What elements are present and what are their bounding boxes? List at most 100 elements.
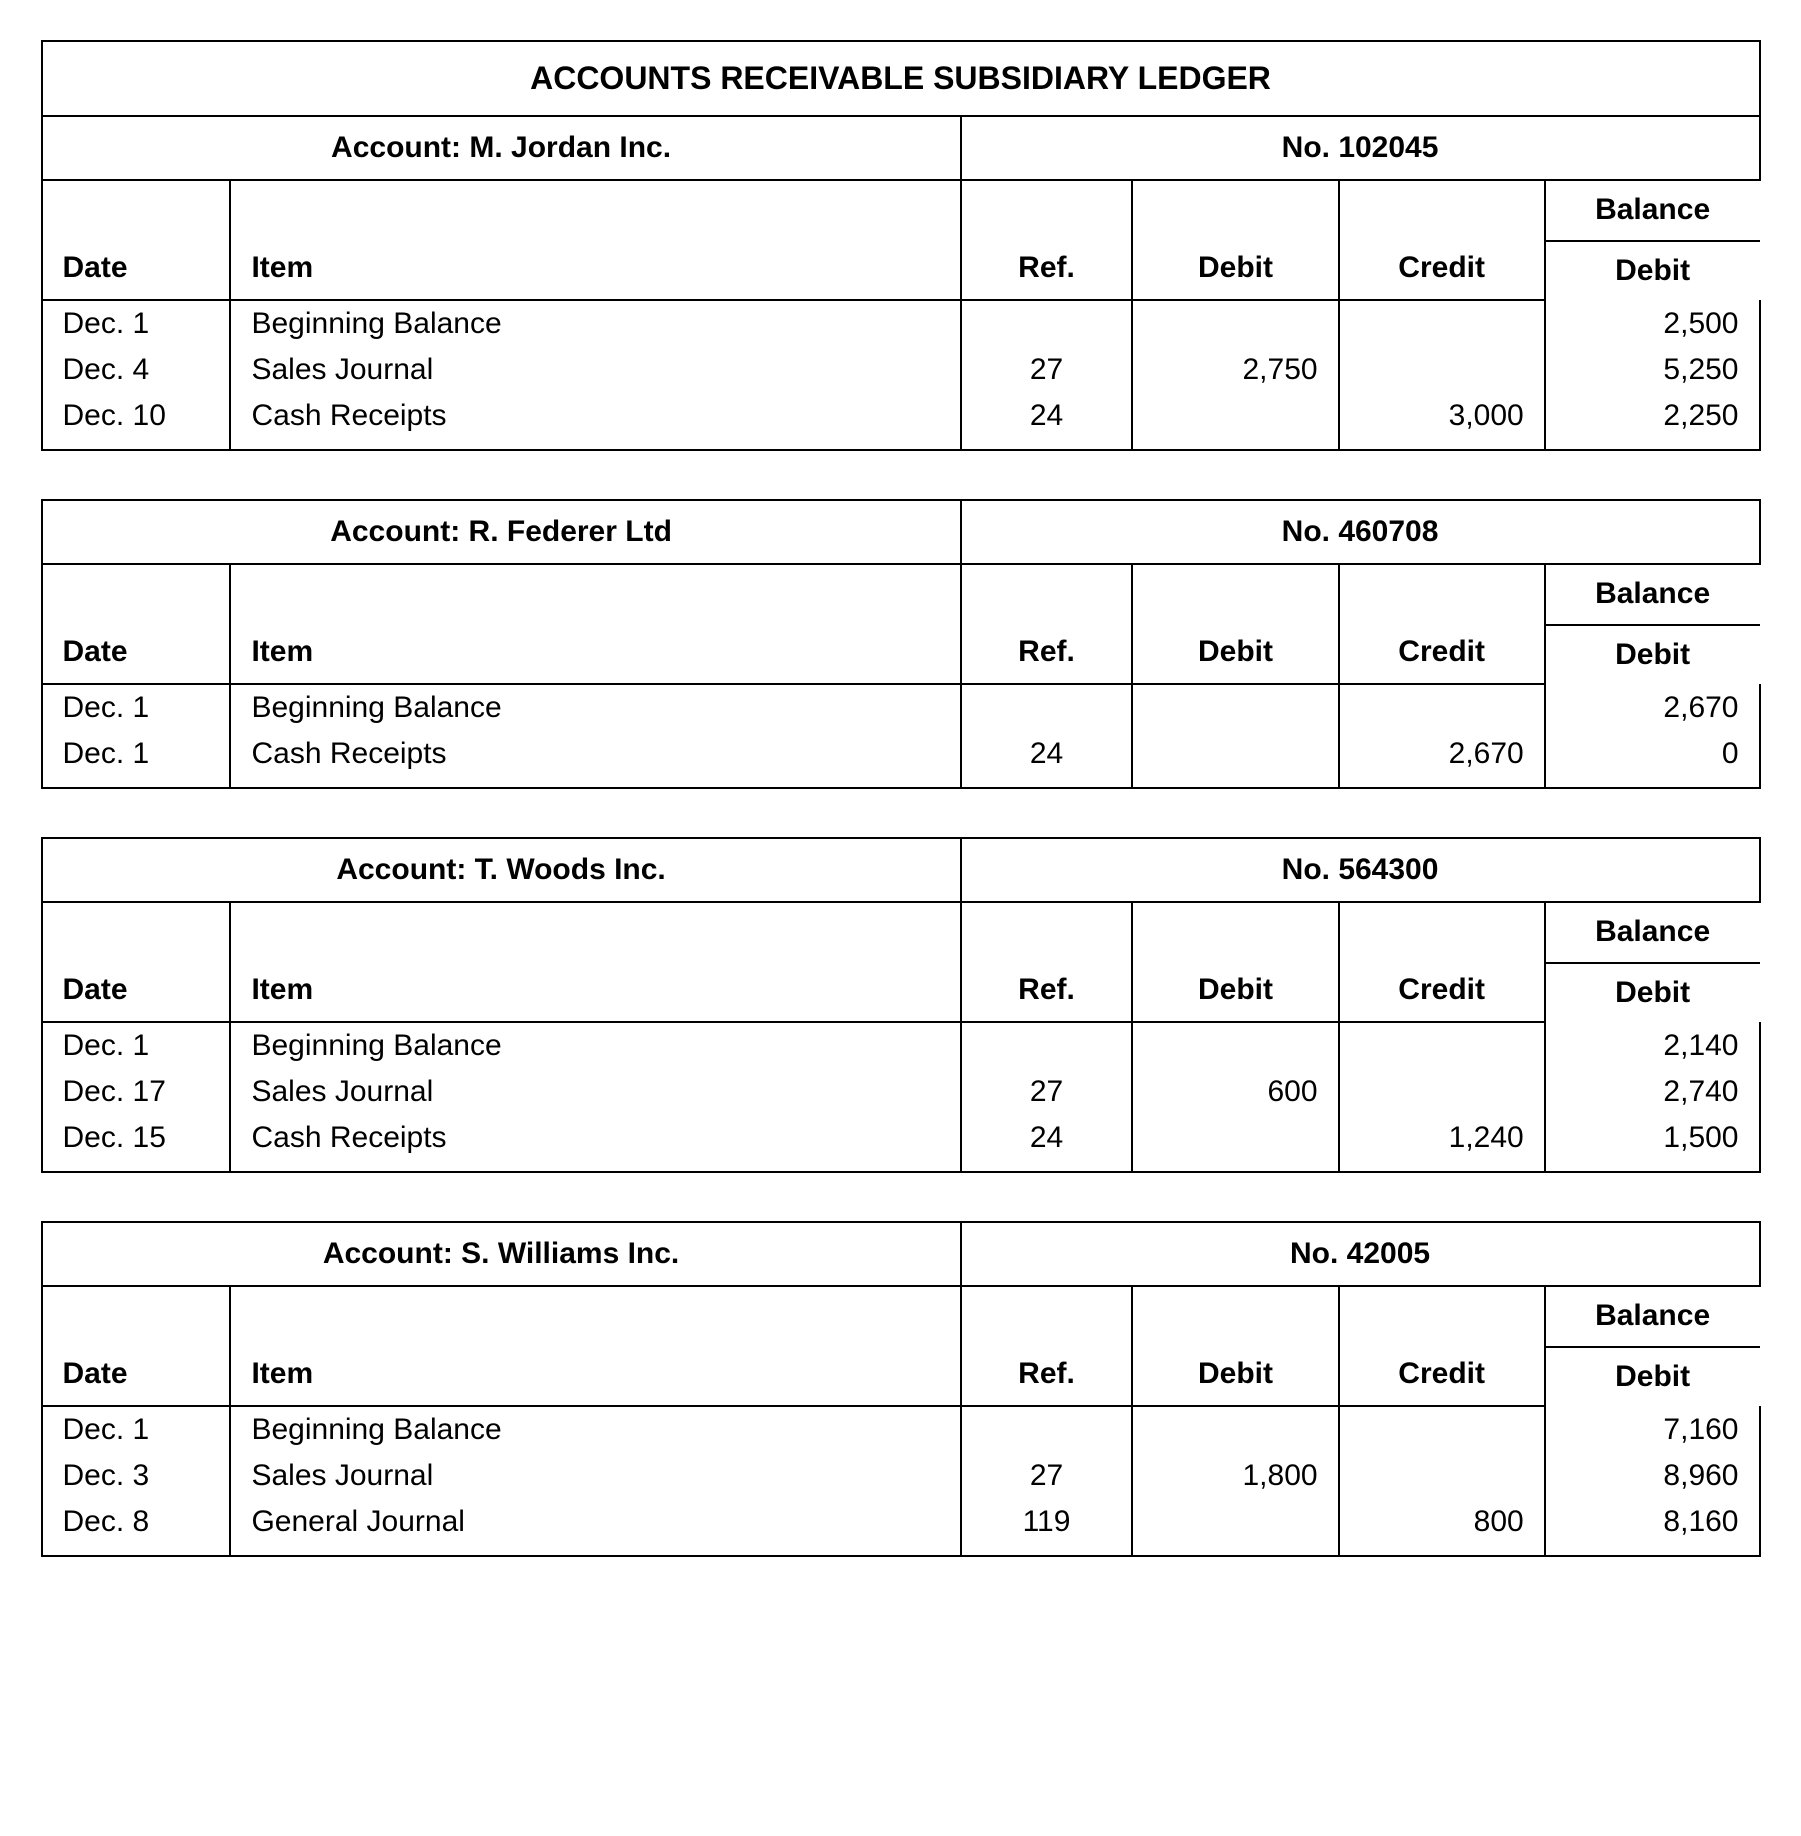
cell-debit (1132, 731, 1338, 788)
cell-balance: 8,160 (1545, 1499, 1760, 1556)
cell-item: Cash Receipts (230, 1115, 960, 1172)
cell-date: Dec. 4 (42, 347, 231, 393)
cell-date: Dec. 1 (42, 1022, 231, 1069)
col-header-balance-bottom: Debit (1546, 1348, 1760, 1407)
table-row: Dec. 1Beginning Balance7,160 (42, 1406, 1760, 1453)
table-row: Dec. 17Sales Journal276002,740 (42, 1069, 1760, 1115)
table-row: Dec. 3Sales Journal271,800 8,960 (42, 1453, 1760, 1499)
cell-date: Dec. 15 (42, 1115, 231, 1172)
cell-debit: 1,800 (1132, 1453, 1338, 1499)
cell-ref: 24 (961, 1115, 1133, 1172)
cell-credit: 1,240 (1339, 1115, 1545, 1172)
table-row: Dec. 4Sales Journal272,750 5,250 (42, 347, 1760, 393)
account-block: Account: R. Federer LtdNo. 460708 DateIte… (41, 499, 1761, 789)
col-header-debit: Debit (1132, 1286, 1338, 1406)
ledger-container: ACCOUNTS RECEIVABLE SUBSIDIARY LEDGER Ac… (41, 40, 1761, 1557)
cell-credit (1339, 1406, 1545, 1453)
account-name: Account: T. Woods Inc. (42, 838, 961, 902)
cell-credit (1339, 1069, 1545, 1115)
col-header-credit: Credit (1339, 564, 1545, 684)
cell-date: Dec. 1 (42, 1406, 231, 1453)
cell-ref (961, 1406, 1133, 1453)
col-header-balance-top: Balance (1546, 1287, 1760, 1348)
cell-credit: 800 (1339, 1499, 1545, 1556)
col-header-balance-top: Balance (1546, 903, 1760, 964)
col-header-item: Item (230, 1286, 960, 1406)
cell-debit (1132, 1022, 1338, 1069)
cell-date: Dec. 1 (42, 300, 231, 347)
cell-balance: 8,960 (1545, 1453, 1760, 1499)
cell-balance: 0 (1545, 731, 1760, 788)
page-title: ACCOUNTS RECEIVABLE SUBSIDIARY LEDGER (41, 40, 1761, 115)
col-header-balance-top: Balance (1546, 565, 1760, 626)
col-header-item: Item (230, 180, 960, 300)
cell-item: Beginning Balance (230, 300, 960, 347)
cell-item: General Journal (230, 1499, 960, 1556)
cell-credit (1339, 1453, 1545, 1499)
cell-item: Cash Receipts (230, 731, 960, 788)
ledger-table: Account: M. Jordan Inc.No. 102045DateIte… (41, 115, 1761, 451)
cell-ref: 119 (961, 1499, 1133, 1556)
cell-item: Cash Receipts (230, 393, 960, 450)
account-block: Account: T. Woods Inc.No. 564300DateItem… (41, 837, 1761, 1173)
cell-credit (1339, 347, 1545, 393)
account-name: Account: R. Federer Ltd (42, 500, 961, 564)
col-header-balance-bottom: Debit (1546, 964, 1760, 1023)
col-header-balance: BalanceDebit (1545, 180, 1760, 300)
ledger-table: Account: S. Williams Inc.No. 42005DateIt… (41, 1221, 1761, 1557)
col-header-ref: Ref. (961, 902, 1133, 1022)
cell-debit (1132, 684, 1338, 731)
cell-ref: 24 (961, 393, 1133, 450)
cell-debit (1132, 1499, 1338, 1556)
cell-balance: 2,140 (1545, 1022, 1760, 1069)
table-row: Dec. 8General Journal119 8008,160 (42, 1499, 1760, 1556)
account-number: No. 460708 (961, 500, 1760, 564)
table-row: Dec. 1Beginning Balance2,500 (42, 300, 1760, 347)
cell-item: Sales Journal (230, 1453, 960, 1499)
table-row: Dec. 10Cash Receipts243,0002,250 (42, 393, 1760, 450)
cell-date: Dec. 1 (42, 731, 231, 788)
col-header-debit: Debit (1132, 902, 1338, 1022)
cell-ref (961, 684, 1133, 731)
cell-item: Sales Journal (230, 347, 960, 393)
table-row: Dec. 1Beginning Balance 2,670 (42, 684, 1760, 731)
cell-balance: 5,250 (1545, 347, 1760, 393)
cell-ref: 27 (961, 1453, 1133, 1499)
col-header-date: Date (42, 180, 231, 300)
cell-date: Dec. 17 (42, 1069, 231, 1115)
col-header-balance: BalanceDebit (1545, 902, 1760, 1022)
col-header-credit: Credit (1339, 902, 1545, 1022)
col-header-date: Date (42, 564, 231, 684)
cell-item: Beginning Balance (230, 1022, 960, 1069)
col-header-item: Item (230, 564, 960, 684)
cell-item: Beginning Balance (230, 684, 960, 731)
col-header-date: Date (42, 902, 231, 1022)
cell-credit (1339, 1022, 1545, 1069)
cell-ref (961, 300, 1133, 347)
table-row: Dec. 1Cash Receipts24 2,6700 (42, 731, 1760, 788)
table-row: Dec. 15Cash Receipts241,2401,500 (42, 1115, 1760, 1172)
cell-ref: 27 (961, 347, 1133, 393)
cell-credit: 2,670 (1339, 731, 1545, 788)
cell-balance: 7,160 (1545, 1406, 1760, 1453)
cell-ref: 24 (961, 731, 1133, 788)
account-block: Account: M. Jordan Inc.No. 102045DateIte… (41, 115, 1761, 451)
cell-debit (1132, 1406, 1338, 1453)
cell-debit (1132, 393, 1338, 450)
cell-ref (961, 1022, 1133, 1069)
cell-balance: 2,670 (1545, 684, 1760, 731)
account-name: Account: S. Williams Inc. (42, 1222, 961, 1286)
accounts-host: Account: M. Jordan Inc.No. 102045DateIte… (41, 115, 1761, 1557)
col-header-balance-top: Balance (1546, 181, 1760, 242)
cell-date: Dec. 1 (42, 684, 231, 731)
cell-date: Dec. 8 (42, 1499, 231, 1556)
cell-debit: 2,750 (1132, 347, 1338, 393)
col-header-balance: BalanceDebit (1545, 564, 1760, 684)
cell-debit: 600 (1132, 1069, 1338, 1115)
cell-balance: 2,740 (1545, 1069, 1760, 1115)
cell-ref: 27 (961, 1069, 1133, 1115)
cell-debit (1132, 1115, 1338, 1172)
cell-debit (1132, 300, 1338, 347)
cell-credit (1339, 684, 1545, 731)
cell-date: Dec. 3 (42, 1453, 231, 1499)
